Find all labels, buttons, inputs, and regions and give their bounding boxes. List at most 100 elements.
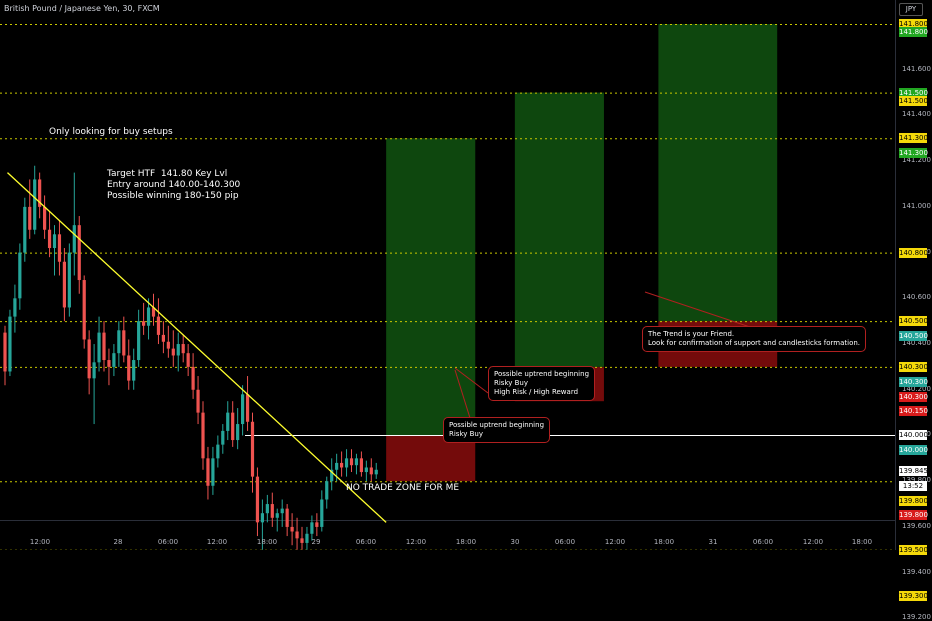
candle-body [82, 280, 86, 340]
key-level-lines [0, 24, 895, 550]
candle-body [112, 353, 116, 367]
candle-body [236, 424, 240, 441]
price-tick-label: 140.200 [902, 384, 931, 393]
candle-body [359, 458, 363, 473]
note-buy-setups: Only looking for buy setups [49, 127, 173, 137]
candle-body [122, 330, 126, 356]
time-tick-label: 06:00 [355, 538, 377, 546]
price-tag: 141.500 [899, 95, 928, 106]
candle-body [38, 179, 42, 207]
downtrend-line [7, 172, 387, 523]
candle-body [142, 321, 146, 326]
candle-body [62, 261, 66, 308]
candle-body [146, 307, 151, 326]
price-tag: 140.300 [899, 391, 928, 402]
time-tick-label: 12:00 [405, 538, 427, 546]
price-tick-label: 140.400 [902, 339, 931, 348]
candle-body [325, 481, 329, 500]
candle-body [290, 526, 294, 532]
candle-body [285, 508, 289, 527]
candle-body [330, 469, 334, 482]
price-tick-label: 139.200 [902, 613, 931, 621]
pointer-line [454, 369, 471, 419]
candle-body [310, 522, 314, 534]
candle-body [18, 252, 22, 299]
price-tag: 13:52 [899, 480, 927, 491]
price-tick-label: 139.600 [902, 521, 931, 530]
candle-body [211, 458, 215, 486]
candle-body [57, 234, 62, 262]
stop-zone [386, 435, 476, 482]
candle-body [132, 360, 136, 381]
price-tag: 141.800 [899, 27, 928, 37]
price-tag: 141.300 [899, 148, 928, 159]
candle-body [176, 344, 180, 356]
candle-body [206, 458, 210, 486]
candle-body [320, 499, 324, 527]
time-tick-label: 12:00 [604, 538, 626, 546]
candle-body [181, 344, 185, 354]
time-tick-label: 31 [708, 538, 718, 546]
price-tag: 140.500 [899, 316, 928, 327]
candle-body [241, 394, 245, 425]
candle-body [216, 444, 220, 459]
candle-body [102, 332, 106, 361]
candle-body [344, 458, 349, 468]
candle-body [340, 462, 344, 468]
candle-body [315, 522, 319, 527]
candle-body [191, 366, 195, 390]
note-no-trade-zone: NO TRADE ZONE FOR ME [346, 483, 460, 493]
position-zones[interactable] [386, 24, 778, 482]
price-chart[interactable] [0, 0, 932, 550]
trendline-layer[interactable] [7, 172, 387, 523]
profit-zone [514, 92, 604, 367]
candle-body [250, 421, 255, 477]
currency-badge[interactable]: JPY [899, 3, 923, 16]
candle-body [137, 321, 141, 361]
time-tick-label: 18:00 [653, 538, 675, 546]
time-tick-label: 06:00 [554, 538, 576, 546]
time-tick-label: 18:00 [256, 538, 278, 546]
price-tag: 141.300 [899, 133, 928, 144]
candle-body [374, 469, 378, 475]
profit-zone [658, 24, 778, 322]
candle-body [295, 531, 299, 539]
symbol-title[interactable]: British Pound / Japanese Yen, 30, FXCM [4, 4, 160, 13]
price-tick-label: 141.000 [902, 201, 931, 210]
candle-body [265, 504, 269, 514]
candle-body [231, 412, 235, 441]
price-tag: 140.000 [899, 445, 928, 456]
callout-uptrend-high: Possible uptrend beginning Risky Buy Hig… [488, 366, 596, 401]
price-tick-label: 141.200 [902, 156, 931, 165]
candle-body [201, 412, 205, 459]
price-tick-label: 139.400 [902, 567, 931, 576]
time-tick-label: 12:00 [29, 538, 51, 546]
pointer-line [644, 291, 751, 328]
candle-body [28, 206, 32, 230]
price-tag: 140.000 [899, 430, 928, 441]
candle-body [166, 341, 170, 349]
callout-pointers [454, 291, 751, 419]
price-tag: 140.150 [899, 406, 928, 417]
candle-body [270, 504, 274, 518]
candle-body [300, 538, 304, 543]
candle-body [107, 360, 111, 367]
candle-body [161, 334, 165, 342]
price-tag: 140.300 [899, 376, 928, 387]
time-tick-label: 29 [311, 538, 321, 546]
candle-body [196, 389, 200, 413]
price-tag: 139.300 [899, 590, 928, 601]
time-tick-label: 12:00 [802, 538, 824, 546]
callout-trend-friend: The Trend is your Friend. Look for confi… [642, 326, 867, 352]
candle-body [335, 462, 339, 470]
candle-body [255, 476, 260, 523]
candle-body [151, 307, 156, 317]
candle-body [354, 458, 359, 466]
candle-body [171, 348, 175, 356]
pointer-line [454, 367, 489, 394]
price-tick-label: 141.600 [902, 64, 931, 73]
time-tick-label: 30 [510, 538, 520, 546]
price-tag: 141.500 [899, 87, 928, 98]
price-tick-label: 141.400 [902, 110, 931, 119]
candle-body [52, 234, 57, 249]
